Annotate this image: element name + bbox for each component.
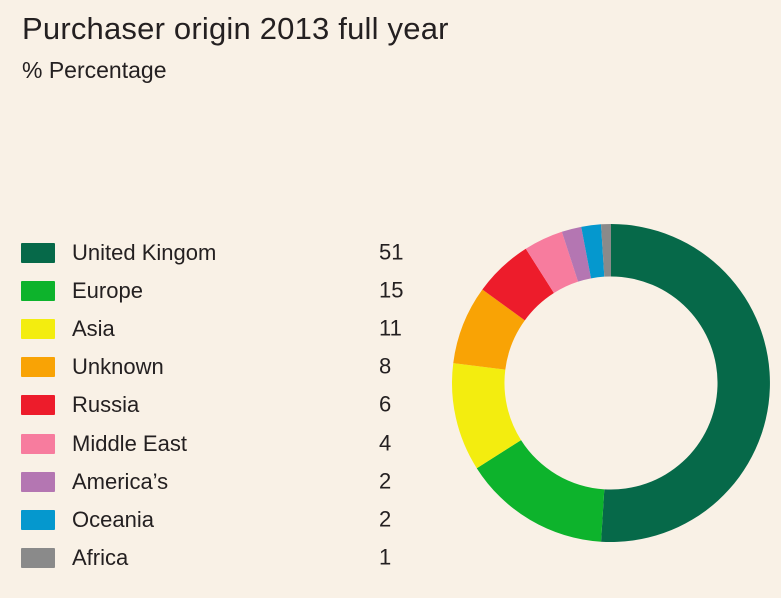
donut-slice-europe bbox=[476, 440, 605, 542]
chart-legend: United Kingom 51 Europe 15 Asia 11 Unkno… bbox=[21, 234, 411, 577]
legend-item-unknown: Unknown 8 bbox=[21, 348, 411, 386]
donut-slice-africa bbox=[601, 223, 611, 277]
legend-value: 2 bbox=[379, 506, 392, 532]
legend-label: Oceania bbox=[72, 506, 154, 532]
legend-item-africa: Africa 1 bbox=[21, 539, 411, 577]
legend-value: 2 bbox=[379, 468, 392, 494]
chart-subtitle: % Percentage bbox=[22, 57, 167, 83]
legend-value: 51 bbox=[379, 239, 404, 265]
legend-item-europe: Europe 15 bbox=[21, 272, 411, 310]
legend-color-swatch bbox=[21, 433, 55, 454]
donut-slice-unknown bbox=[453, 289, 525, 370]
legend-label: Middle East bbox=[72, 430, 187, 456]
legend-item-middle-east: Middle East 4 bbox=[21, 424, 411, 462]
legend-value: 4 bbox=[379, 430, 392, 456]
legend-value: 11 bbox=[379, 315, 402, 341]
legend-label: Africa bbox=[72, 544, 129, 570]
donut-slice-russia bbox=[482, 248, 554, 321]
legend-color-swatch bbox=[21, 471, 55, 492]
legend-color-swatch bbox=[21, 281, 55, 302]
legend-value: 15 bbox=[379, 277, 404, 303]
legend-label: Asia bbox=[72, 316, 115, 342]
donut-slice-oceania bbox=[581, 224, 605, 279]
legend-label: Unknown bbox=[72, 354, 164, 380]
legend-color-swatch bbox=[21, 243, 55, 264]
legend-item-russia: Russia 6 bbox=[21, 386, 411, 424]
legend-color-swatch bbox=[21, 319, 55, 340]
legend-item-oceania: Oceania 2 bbox=[21, 501, 411, 539]
legend-color-swatch bbox=[21, 395, 55, 416]
donut-slice-america-s bbox=[561, 226, 592, 282]
legend-item-asia: Asia 11 bbox=[21, 310, 411, 348]
legend-value: 8 bbox=[379, 353, 392, 379]
donut-slice-asia bbox=[451, 363, 522, 469]
legend-item-america-s: America’s 2 bbox=[21, 463, 411, 501]
legend-color-swatch bbox=[21, 357, 55, 378]
legend-label: Russia bbox=[72, 392, 140, 418]
chart-title: Purchaser origin 2013 full year bbox=[22, 11, 449, 46]
legend-value: 6 bbox=[379, 391, 392, 417]
legend-label: United Kingom bbox=[72, 240, 217, 266]
legend-item-united-kingom: United Kingom 51 bbox=[21, 234, 411, 272]
legend-color-swatch bbox=[21, 547, 55, 568]
legend-label: Europe bbox=[72, 278, 143, 304]
legend-color-swatch bbox=[21, 509, 55, 530]
donut-chart bbox=[446, 218, 776, 548]
legend-label: America’s bbox=[72, 468, 169, 494]
donut-chart-svg bbox=[451, 223, 770, 542]
donut-slice-middle-east bbox=[525, 231, 579, 294]
legend-value: 1 bbox=[379, 544, 392, 570]
donut-slice-united-kingom bbox=[601, 224, 770, 542]
